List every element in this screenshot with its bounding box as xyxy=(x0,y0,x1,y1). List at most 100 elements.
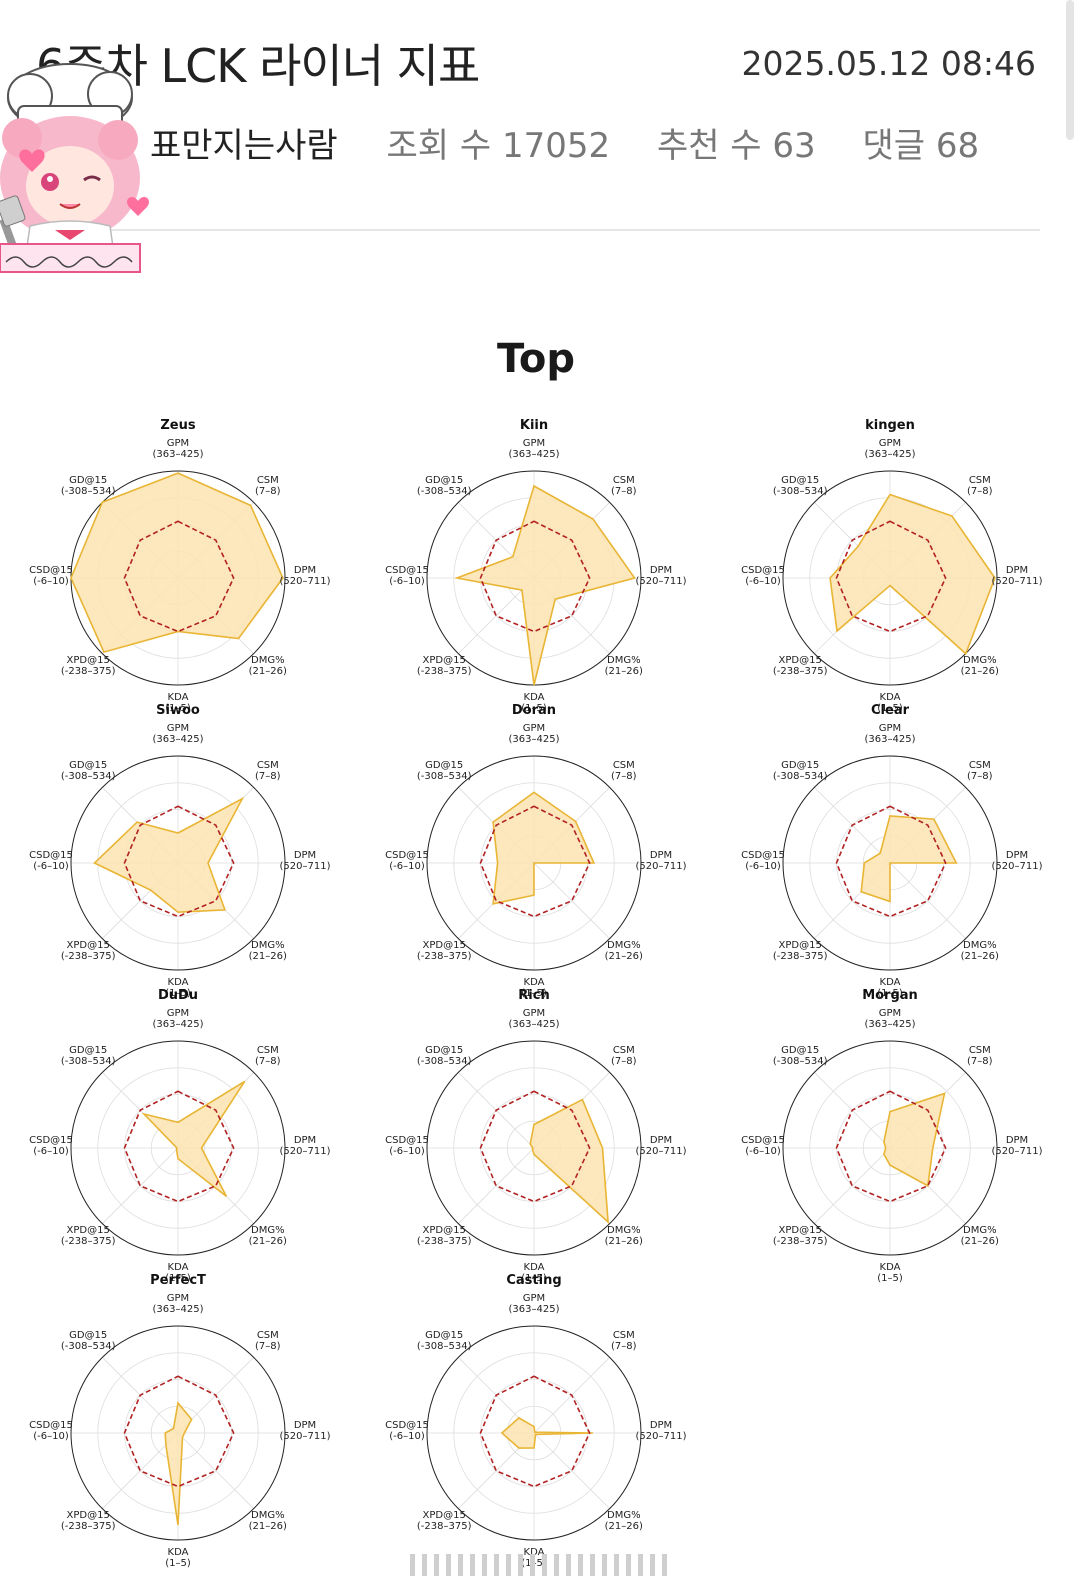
outer-ring xyxy=(782,1040,998,1256)
post-header: 6주차 LCK 라이너 지표 2025.05.12 08:46 표만지는사람 조… xyxy=(0,0,1080,240)
header-divider xyxy=(36,229,1040,231)
outer-ring xyxy=(70,755,286,971)
scrollbar-thumb[interactable] xyxy=(1066,0,1074,140)
axis-label: XPD@15 (-238–375) xyxy=(61,1225,116,1247)
axis-label: DMG% (21–26) xyxy=(605,1510,643,1532)
player-name: Casting xyxy=(506,1273,561,1288)
axis-label: DPM (520–711) xyxy=(636,850,687,872)
league-average-polygon xyxy=(123,1375,235,1488)
grid-spoke xyxy=(889,862,966,939)
axis-label: CSM (7–8) xyxy=(611,760,637,782)
axis-label: XPD@15 (-238–375) xyxy=(773,655,828,677)
axis-label: CSD@15 (-6–10) xyxy=(29,850,73,872)
axis-label: CSD@15 (-6–10) xyxy=(741,565,785,587)
chart-section-title: Top xyxy=(496,336,576,382)
league-average-polygon xyxy=(835,805,947,918)
axis-label: DPM (520–711) xyxy=(992,1135,1043,1157)
axis-label: DMG% (21–26) xyxy=(249,655,287,677)
axis-label: CSM (7–8) xyxy=(611,1330,637,1352)
player-polygon xyxy=(829,493,996,656)
axis-label: GD@15 (-308–534) xyxy=(773,760,828,782)
grid-spoke xyxy=(814,1147,891,1224)
radar-chart-perfect: GPM (363–425) CSM (7–8) DPM (520–711) DMG% (21–… xyxy=(29,1273,330,1569)
axis-label: GD@15 (-308–534) xyxy=(61,475,116,497)
axis-label: GD@15 (-308–534) xyxy=(417,1045,472,1067)
axis-label: DMG% (21–26) xyxy=(605,940,643,962)
axis-label: XPD@15 (-238–375) xyxy=(61,940,116,962)
axis-label: DPM (520–711) xyxy=(280,565,331,587)
axis-label: KDA(1–5) xyxy=(521,977,547,999)
outer-ring xyxy=(782,470,998,686)
axis-label: CSD@15 (-6–10) xyxy=(29,565,73,587)
league-average-polygon xyxy=(479,1375,591,1488)
axis-label: DPM (520–711) xyxy=(636,1135,687,1157)
player-polygon xyxy=(492,791,596,905)
league-average-polygon xyxy=(835,520,947,633)
radar-chart-siwoo: GPM (363–425) CSM (7–8) DPM (520–711) DMG% (21–… xyxy=(29,703,330,999)
league-average-polygon xyxy=(835,1090,947,1203)
axis-label: KDA(1–5) xyxy=(877,1262,903,1284)
axis-label: GD@15 (-308–534) xyxy=(61,760,116,782)
player-name: Rich xyxy=(518,988,549,1003)
view-count: 조회 수 17052 xyxy=(386,126,611,166)
player-polygon xyxy=(500,1416,593,1449)
axis-label: XPD@15 (-238–375) xyxy=(417,1510,472,1532)
axis-label: GD@15 (-308–534) xyxy=(61,1045,116,1067)
axis-label: GPM (363–425) xyxy=(865,1008,916,1030)
league-average-polygon xyxy=(123,805,235,918)
axis-label: GPM (363–425) xyxy=(153,1293,204,1315)
axis-label: KDA(1–5) xyxy=(521,692,547,714)
axis-label: DPM (520–711) xyxy=(636,1420,687,1442)
axis-label: CSM (7–8) xyxy=(611,475,637,497)
axis-label: GD@15 (-308–534) xyxy=(417,1330,472,1352)
axis-label: XPD@15 (-238–375) xyxy=(417,940,472,962)
radar-chart-doran: GPM (363–425) CSM (7–8) DPM (520–711) DMG% (21–… xyxy=(385,703,686,999)
player-name: kingen xyxy=(865,418,915,433)
axis-label: DMG% (21–26) xyxy=(249,1225,287,1247)
axis-label: CSD@15 (-6–10) xyxy=(29,1420,73,1442)
axis-label: KDA(1–5) xyxy=(521,1262,547,1284)
avatar-sticker-icon xyxy=(0,63,149,273)
axis-label: CSD@15 (-6–10) xyxy=(385,1135,429,1157)
axis-label: GPM (363–425) xyxy=(865,723,916,745)
axis-label: CSD@15 (-6–10) xyxy=(29,1135,73,1157)
axis-label: XPD@15 (-238–375) xyxy=(61,1510,116,1532)
navigation-hint-bar xyxy=(410,1554,667,1576)
player-name: Siwoo xyxy=(156,703,200,718)
axis-label: CSD@15 (-6–10) xyxy=(741,1135,785,1157)
axis-label: GPM (363–425) xyxy=(509,723,560,745)
radar-chart-morgan: GPM (363–425) CSM (7–8) DPM (520–711) DMG% (21–… xyxy=(741,988,1042,1284)
grid-spoke xyxy=(177,1432,254,1509)
axis-label: KDA(1–5) xyxy=(877,977,903,999)
axis-label: KDA(1–5) xyxy=(877,692,903,714)
radar-chart-dudu: GPM (363–425) CSM (7–8) DPM (520–711) DMG% (21–… xyxy=(29,988,330,1284)
author-name[interactable]: 표만지는사람 xyxy=(150,126,338,166)
axis-label: CSD@15 (-6–10) xyxy=(385,850,429,872)
axis-label: CSM (7–8) xyxy=(255,760,281,782)
post-datetime: 2025.05.12 08:46 xyxy=(741,44,1036,83)
axis-label: XPD@15 (-238–375) xyxy=(773,940,828,962)
axis-label: GPM (363–425) xyxy=(865,438,916,460)
player-name: DuDu xyxy=(158,988,198,1003)
outer-ring xyxy=(426,1325,642,1541)
league-average-polygon xyxy=(123,1090,235,1203)
axis-label: CSD@15 (-6–10) xyxy=(741,850,785,872)
axis-label: GPM (363–425) xyxy=(153,723,204,745)
radar-chart-kingen: GPM (363–425) CSM (7–8) DPM (520–711) DMG% (21–… xyxy=(741,418,1042,714)
axis-label: CSM (7–8) xyxy=(255,475,281,497)
axis-label: DPM (520–711) xyxy=(992,565,1043,587)
comment-count[interactable]: 댓글 68 xyxy=(862,126,980,166)
player-polygon xyxy=(141,1080,246,1198)
player-polygon xyxy=(454,484,636,686)
player-name: Clear xyxy=(871,703,910,718)
player-polygon xyxy=(529,1098,610,1225)
axis-label: GPM (363–425) xyxy=(509,1008,560,1030)
axis-label: CSM (7–8) xyxy=(611,1045,637,1067)
radar-chart-rich: GPM (363–425) CSM (7–8) DPM (520–711) DMG% (21–… xyxy=(385,988,686,1284)
axis-label: DPM (520–711) xyxy=(280,1420,331,1442)
player-name: PerfecT xyxy=(150,1273,206,1288)
player-name: Doran xyxy=(512,703,556,718)
axis-label: KDA(1–5) xyxy=(165,977,191,999)
outer-ring xyxy=(782,755,998,971)
player-polygon xyxy=(883,1092,946,1188)
